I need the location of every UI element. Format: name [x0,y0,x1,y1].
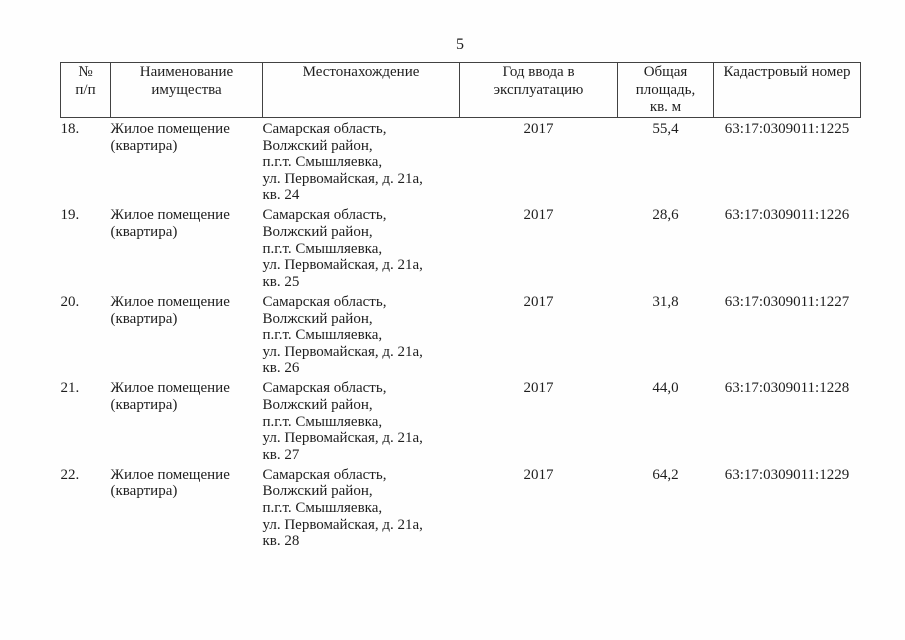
cell-cadastral-number: 63:17:0309011:1228 [724,380,850,397]
table-header-row: № п/п Наименование имущества Местонахожд… [60,62,861,118]
cell-location: Самарская область, Волжский район, п.г.т… [262,466,423,550]
header-total-area: Общая площадь, кв. м [617,62,714,118]
cell-cadastral-number: 63:17:0309011:1227 [724,293,850,310]
cell-row-number: 22. [60,466,80,483]
cell-row-number: 21. [60,380,80,397]
cell-area: 64,2 [652,466,679,483]
cell-area: 44,0 [652,380,679,397]
cell-area: 55,4 [652,121,679,137]
header-cadastral-number: Кадастровый номер [713,62,861,118]
cell-property-name: Жилое помещение (квартира) [110,466,230,500]
table-row: 20. Жилое помещение (квартира) Самарская… [61,290,861,376]
cell-location: Самарская область, Волжский район, п.г.т… [262,207,423,290]
page-number: 5 [456,36,464,53]
header-location: Местонахождение [262,62,460,118]
cell-cadastral-number: 63:17:0309011:1225 [724,121,850,137]
cell-year: 2017 [523,293,554,310]
cell-location: Самарская область, Волжский район, п.г.т… [262,121,423,204]
cell-property-name: Жилое помещение (квартира) [110,207,230,241]
header-commissioning-year: Год ввода в эксплуатацию [459,62,618,118]
cell-year: 2017 [523,207,554,224]
cell-row-number: 18. [60,121,80,137]
property-register-table: № п/п Наименование имущества Местонахожд… [60,62,861,550]
cell-year: 2017 [523,121,554,137]
cell-area: 28,6 [652,207,679,224]
cell-area: 31,8 [652,293,679,310]
cell-year: 2017 [523,380,554,397]
cell-year: 2017 [523,466,554,483]
cell-location: Самарская область, Волжский район, п.г.т… [262,380,423,463]
table-row: 22. Жилое помещение (квартира) Самарская… [61,463,861,549]
cell-property-name: Жилое помещение (квартира) [110,121,230,154]
cell-cadastral-number: 63:17:0309011:1229 [724,466,850,483]
table-row: 18. Жилое помещение (квартира) Самарская… [61,117,861,204]
table-row: 21. Жилое помещение (квартира) Самарская… [61,377,861,463]
cell-cadastral-number: 63:17:0309011:1226 [724,207,850,224]
cell-property-name: Жилое помещение (квартира) [110,380,230,413]
cell-row-number: 19. [60,207,80,224]
cell-location: Самарская область, Волжский район, п.г.т… [262,293,423,377]
header-row-number: № п/п [60,62,111,118]
header-property-name: Наименование имущества [110,62,263,118]
cell-row-number: 20. [60,293,80,310]
table-row: 19. Жилое помещение (квартира) Самарская… [61,204,861,290]
cell-property-name: Жилое помещение (квартира) [110,293,230,327]
